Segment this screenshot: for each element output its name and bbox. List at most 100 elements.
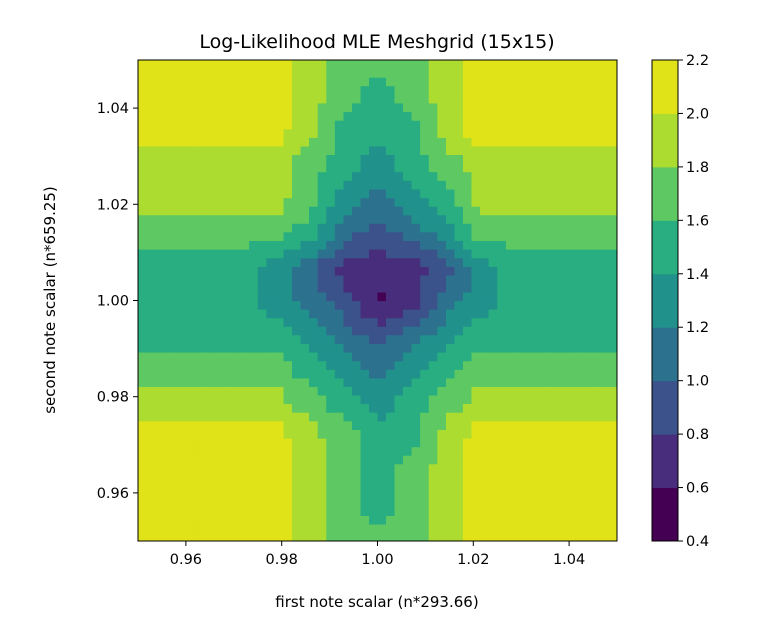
contour-cell <box>454 515 464 525</box>
contour-cell <box>300 266 310 276</box>
contour-cell <box>360 266 370 276</box>
contour-cell <box>215 412 225 422</box>
contour-cell <box>377 386 387 396</box>
contour-cell <box>394 68 404 78</box>
contour-cell <box>172 257 182 267</box>
contour-cell <box>189 463 199 473</box>
contour-cell <box>523 480 533 491</box>
contour-cell <box>232 386 242 396</box>
contour-cell <box>283 455 293 465</box>
contour-cell <box>505 403 516 413</box>
contour-cell <box>163 472 173 482</box>
contour-cell <box>446 162 456 173</box>
contour-cell <box>300 317 310 327</box>
contour-cell <box>180 291 190 302</box>
contour-cell <box>274 532 285 541</box>
contour-cell <box>240 360 250 370</box>
contour-cell <box>471 188 481 199</box>
contour-cell <box>446 351 456 362</box>
contour-cell <box>155 386 165 396</box>
contour-cell <box>411 266 421 276</box>
contour-cell <box>557 343 567 353</box>
contour-cell <box>480 162 490 173</box>
contour-cell <box>403 128 413 138</box>
contour-cell <box>420 438 430 448</box>
contour-cell <box>608 506 617 516</box>
contour-cell <box>223 480 233 491</box>
contour-cell <box>480 249 490 259</box>
contour-cell <box>505 257 516 267</box>
contour-cell <box>249 197 259 207</box>
contour-cell <box>215 171 225 181</box>
contour-cell <box>172 377 182 387</box>
contour-cell <box>394 480 404 491</box>
contour-cell <box>540 394 550 405</box>
contour-cell <box>223 120 233 130</box>
contour-cell <box>155 506 165 516</box>
contour-cell <box>411 291 421 302</box>
contour-cell <box>531 68 541 78</box>
contour-cell <box>257 85 267 95</box>
contour-cell <box>360 85 370 95</box>
contour-cell <box>309 377 319 387</box>
contour-cell <box>420 128 430 138</box>
contour-cell <box>197 68 208 78</box>
contour-cell <box>514 489 524 499</box>
contour-cell <box>249 274 259 285</box>
contour-cell <box>334 360 345 370</box>
contour-cell <box>257 489 267 499</box>
contour-cell <box>189 506 199 516</box>
contour-cell <box>266 145 276 155</box>
contour-cell <box>232 102 242 113</box>
contour-cell <box>155 231 165 241</box>
contour-cell <box>343 403 353 413</box>
contour-cell <box>403 197 413 207</box>
contour-cell <box>232 343 242 353</box>
contour-cell <box>300 498 310 508</box>
contour-cell <box>437 498 447 508</box>
contour-cell <box>197 162 208 173</box>
contour-cell <box>403 120 413 130</box>
contour-cell <box>343 394 353 405</box>
contour-cell <box>531 446 541 456</box>
contour-cell <box>548 223 558 233</box>
contour-cell <box>215 515 225 525</box>
contour-cell <box>471 480 481 491</box>
contour-cell <box>351 455 362 465</box>
contour-cell <box>377 102 387 113</box>
contour-cell <box>488 266 498 276</box>
contour-cell <box>420 257 430 267</box>
contour-cell <box>206 128 216 138</box>
contour-cell <box>369 489 379 499</box>
contour-cell <box>180 317 190 327</box>
contour-cell <box>557 412 567 422</box>
contour-cell <box>454 111 464 121</box>
contour-cell <box>309 369 319 379</box>
contour-cell <box>574 102 584 113</box>
contour-cell <box>565 188 575 199</box>
contour-cell <box>488 231 498 241</box>
contour-cell <box>283 180 293 190</box>
contour-cell <box>266 489 276 499</box>
contour-cell <box>454 223 464 233</box>
contour-cell <box>488 334 498 344</box>
contour-cell <box>446 369 456 379</box>
contour-cell <box>309 283 319 293</box>
contour-cell <box>582 231 593 241</box>
contour-cell <box>531 291 541 302</box>
contour-cell <box>180 369 190 379</box>
contour-cell <box>343 162 353 173</box>
contour-cell <box>488 283 498 293</box>
contour-cell <box>420 102 430 113</box>
contour-cell <box>326 369 336 379</box>
contour-cell <box>360 480 370 491</box>
contour-cell <box>471 343 481 353</box>
contour-cell <box>274 472 285 482</box>
contour-cell <box>480 420 490 431</box>
contour-cell <box>523 343 533 353</box>
contour-cell <box>608 111 617 121</box>
contour-cell <box>394 394 404 405</box>
contour-cell <box>557 472 567 482</box>
contour-cell <box>505 240 516 250</box>
colorbar-tick-label: 1.0 <box>686 374 709 390</box>
